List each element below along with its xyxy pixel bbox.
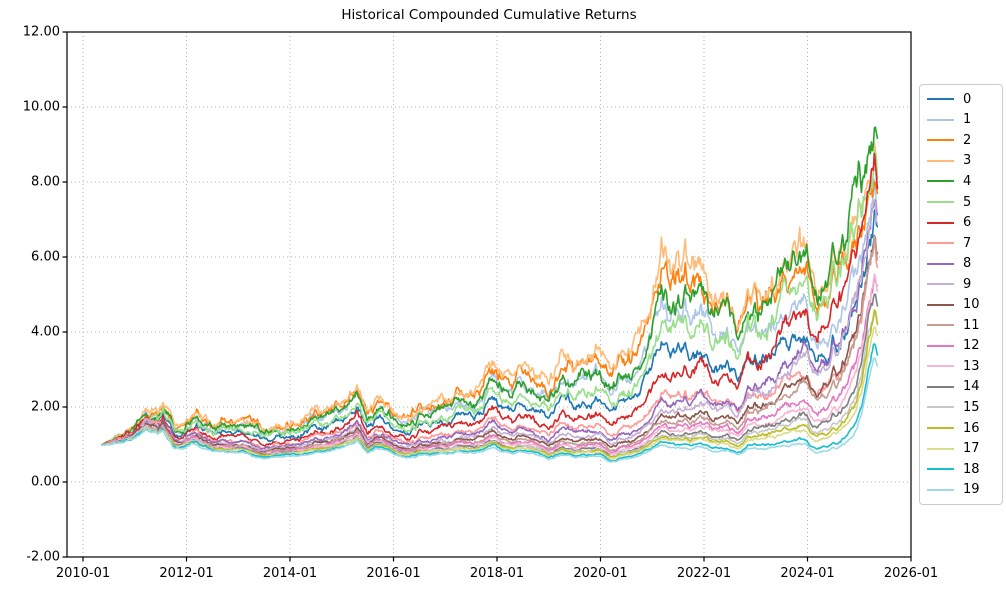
legend-item-8: 8 <box>927 254 995 274</box>
legend-label: 17 <box>963 441 980 457</box>
legend-line-swatch <box>927 447 954 450</box>
legend-label: 5 <box>963 194 972 210</box>
legend-label: 9 <box>963 276 972 292</box>
legend-label: 8 <box>963 256 972 272</box>
x-tick-label: 2024-01 <box>780 566 835 581</box>
series-line-5 <box>101 150 879 446</box>
legend-line-swatch <box>927 139 954 142</box>
legend-item-10: 10 <box>927 295 995 315</box>
legend-item-4: 4 <box>927 171 995 191</box>
x-tick-label: 2010-01 <box>55 566 111 581</box>
legend-item-13: 13 <box>927 356 995 376</box>
y-tick-label: 6.00 <box>31 249 60 265</box>
legend-line-swatch <box>927 468 954 471</box>
y-tick-label: 10.00 <box>22 99 60 115</box>
legend-line-swatch <box>927 118 954 121</box>
legend-line-swatch <box>927 180 954 183</box>
legend-item-14: 14 <box>927 377 995 397</box>
legend-label: 11 <box>963 317 980 333</box>
y-tick-label: 4.00 <box>31 324 60 340</box>
legend-label: 18 <box>963 461 980 477</box>
y-tick-label: 2.00 <box>31 399 60 415</box>
legend-line-swatch <box>927 283 954 286</box>
legend-item-6: 6 <box>927 213 995 233</box>
y-tick-label: 12.00 <box>22 24 60 40</box>
y-tick-label: 0.00 <box>31 474 60 490</box>
legend-line-swatch <box>927 406 954 409</box>
legend-item-17: 17 <box>927 439 995 459</box>
legend-label: 7 <box>963 235 972 251</box>
series-line-4 <box>101 126 879 446</box>
legend-line-swatch <box>927 488 954 491</box>
axes-spines <box>66 31 912 558</box>
legend-label: 14 <box>963 379 980 395</box>
legend-item-15: 15 <box>927 397 995 417</box>
legend-label: 15 <box>963 399 980 415</box>
y-tick-label: 8.00 <box>31 174 60 190</box>
legend-line-swatch <box>927 201 954 203</box>
series-line-10 <box>101 234 879 454</box>
legend-line-swatch <box>927 242 954 245</box>
x-tick-label: 2014-01 <box>262 566 318 581</box>
legend-label: 3 <box>963 153 972 169</box>
x-tick-label: 2022-01 <box>676 566 732 581</box>
series-line-19 <box>101 357 879 463</box>
series-lines <box>101 126 879 463</box>
chart-title: Historical Compounded Cumulative Returns <box>341 7 637 23</box>
legend-item-1: 1 <box>927 110 995 130</box>
legend-line-swatch <box>927 385 954 388</box>
legend-item-16: 16 <box>927 418 995 438</box>
legend-line-swatch <box>927 98 954 101</box>
legend-item-9: 9 <box>927 274 995 294</box>
legend-label: 0 <box>963 91 972 107</box>
legend-label: 13 <box>963 358 980 374</box>
y-tick-label: -2.00 <box>26 549 60 565</box>
legend-line-swatch <box>927 159 954 162</box>
series-line-6 <box>101 152 879 447</box>
series-line-13 <box>101 273 879 456</box>
legend-line-swatch <box>927 221 954 224</box>
x-tick-label: 2012-01 <box>159 566 214 581</box>
legend-item-2: 2 <box>927 130 995 150</box>
legend-item-19: 19 <box>927 480 995 500</box>
series-line-3 <box>101 142 879 446</box>
legend-label: 16 <box>963 420 980 436</box>
legend-label: 4 <box>963 173 972 189</box>
series-line-8 <box>101 199 879 451</box>
legend-item-0: 0 <box>927 89 995 109</box>
grid-lines <box>67 31 912 558</box>
legend-item-7: 7 <box>927 233 995 253</box>
legend-line-swatch <box>927 303 954 306</box>
x-tick-label: 2020-01 <box>573 566 628 581</box>
legend-item-3: 3 <box>927 151 995 171</box>
legend-label: 19 <box>963 482 980 498</box>
legend-label: 10 <box>963 297 980 313</box>
legend-line-swatch <box>927 365 954 368</box>
legend-line-swatch <box>927 427 954 430</box>
legend-line-swatch <box>927 344 954 347</box>
legend-item-5: 5 <box>927 192 995 212</box>
x-tick-label: 2018-01 <box>469 566 525 581</box>
legend-label: 2 <box>963 132 972 148</box>
legend: 0 1 2 3 4 5 6 7 8 9 10 11 12 13 14 15 16 17 18 19 <box>919 84 1003 505</box>
legend-label: 1 <box>963 112 972 128</box>
tick-marks <box>62 31 912 562</box>
x-tick-label: 2026-01 <box>883 566 939 581</box>
legend-item-11: 11 <box>927 315 995 335</box>
series-line-9 <box>101 198 879 452</box>
legend-line-swatch <box>927 324 954 327</box>
legend-item-18: 18 <box>927 459 995 479</box>
series-line-11 <box>101 235 879 455</box>
legend-label: 12 <box>963 338 980 354</box>
legend-line-swatch <box>927 262 954 265</box>
legend-label: 6 <box>963 215 972 231</box>
series-line-17 <box>101 326 879 461</box>
series-line-7 <box>101 241 879 450</box>
x-tick-label: 2016-01 <box>366 566 421 581</box>
legend-item-12: 12 <box>927 336 995 356</box>
